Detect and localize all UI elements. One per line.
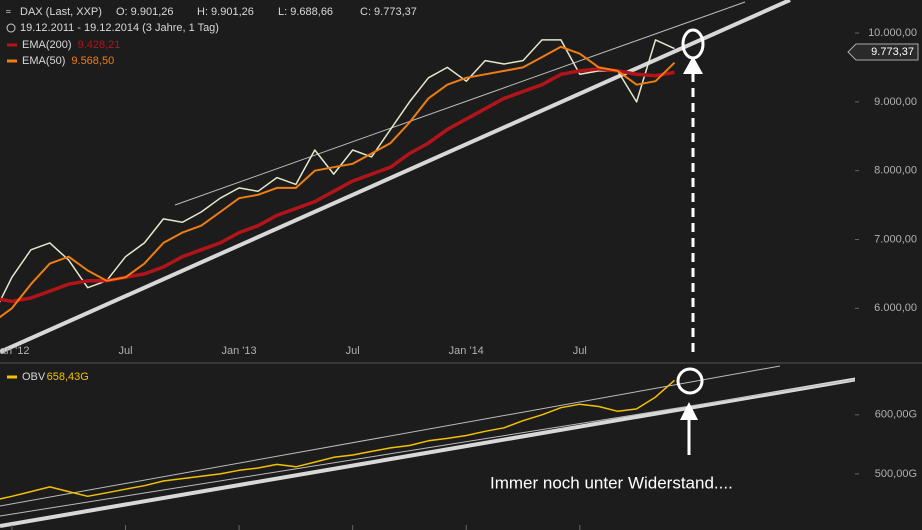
y-tick-label: 8.000,00 [874,165,917,177]
trend-line [0,379,855,517]
legend-label: EMA(200) [22,39,72,51]
trend-line [174,1,746,206]
x-tick-label: Jan '14 [449,345,484,357]
y-tick-label: 500,00G [875,468,917,480]
x-tick-label: Jul [573,345,587,357]
legend-value: 9.568,50 [71,55,114,67]
legend-value: 9.428,21 [78,39,121,51]
legend-swatch [7,43,17,47]
x-tick-label: Jul [346,345,360,357]
legend-swatch [7,59,17,63]
price-tag-label: 9.773,37 [871,46,914,58]
trend-line [0,0,791,354]
trend-line [0,365,781,507]
ohlc-high: H: 9.901,26 [197,6,254,18]
arrow-head [683,56,703,74]
legend-label: OBV [22,371,46,383]
y-tick-label: 600,00G [875,409,917,421]
symbol-icon: ≈ [6,6,11,16]
ohlc-close: C: 9.773,37 [360,6,417,18]
arrow-head [680,402,698,420]
legend-label: EMA(50) [22,55,65,67]
y-tick-label: 7.000,00 [874,233,917,245]
y-tick-label: 9.000,00 [874,96,917,108]
y-tick-label: 6.000,00 [874,302,917,314]
legend-value: 658,43G [47,371,89,383]
series-line [0,45,676,319]
chart-title: DAX (Last, XXP) [20,6,102,18]
subtitle: 19.12.2011 - 19.12.2014 (3 Jahre, 1 Tag) [20,22,219,34]
series-line [0,379,675,500]
clock-icon [6,23,16,33]
ohlc-low: L: 9.688,66 [278,6,333,18]
x-tick-label: Jul [118,345,132,357]
legend-swatch [7,375,17,379]
price-tag [847,43,919,61]
x-tick-label: Jan '13 [222,345,257,357]
x-tick-label: Jan '12 [0,345,30,357]
ohlc-open: O: 9.901,26 [116,6,174,18]
highlight-circle [676,367,704,395]
annotation: Immer noch unter Widerstand.... [490,473,733,492]
y-tick-label: 10.000,00 [868,27,917,39]
trend-line [0,377,855,528]
